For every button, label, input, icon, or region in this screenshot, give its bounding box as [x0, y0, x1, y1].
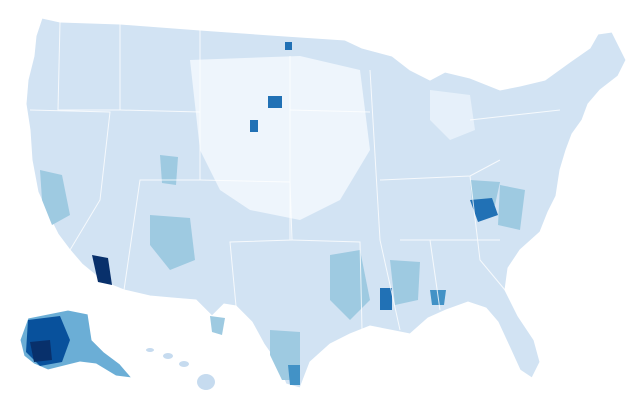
dark-patches — [92, 42, 498, 385]
state-borders — [29, 21, 561, 331]
hawaii — [146, 348, 215, 390]
light-region — [430, 90, 475, 140]
medium-patches — [40, 155, 525, 380]
light-region — [190, 56, 370, 220]
alaska-darkest — [30, 340, 52, 362]
